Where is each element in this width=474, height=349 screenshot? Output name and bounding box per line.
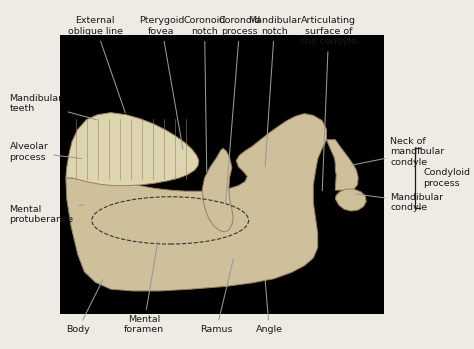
Text: Neck of
mandibular
condyle: Neck of mandibular condyle bbox=[351, 137, 445, 167]
Polygon shape bbox=[327, 140, 358, 190]
Text: Coronoid
notch: Coronoid notch bbox=[183, 16, 226, 172]
Polygon shape bbox=[66, 114, 327, 291]
Text: Body: Body bbox=[66, 280, 103, 334]
Text: Pterygoid
fovea: Pterygoid fovea bbox=[139, 16, 184, 149]
Text: Ramus: Ramus bbox=[200, 259, 233, 334]
Text: Angle: Angle bbox=[256, 280, 283, 334]
Polygon shape bbox=[335, 189, 366, 211]
Text: Mental
protuberance: Mental protuberance bbox=[9, 205, 84, 224]
Text: Articulating
surface of
the condyle: Articulating surface of the condyle bbox=[301, 16, 356, 191]
Text: Mandibular
notch: Mandibular notch bbox=[248, 16, 301, 166]
Text: Mandibular
teeth: Mandibular teeth bbox=[9, 94, 97, 120]
Text: Condyloid
process: Condyloid process bbox=[423, 168, 470, 188]
Text: Mental
foramen: Mental foramen bbox=[124, 242, 164, 334]
Text: External
oblique line: External oblique line bbox=[68, 16, 125, 113]
Text: Coronoid
process: Coronoid process bbox=[219, 16, 261, 205]
FancyBboxPatch shape bbox=[60, 36, 384, 313]
Polygon shape bbox=[202, 148, 233, 232]
Polygon shape bbox=[66, 113, 199, 186]
Text: Alveolar
process: Alveolar process bbox=[9, 142, 82, 162]
Text: Mandibular
condyle: Mandibular condyle bbox=[356, 193, 444, 212]
